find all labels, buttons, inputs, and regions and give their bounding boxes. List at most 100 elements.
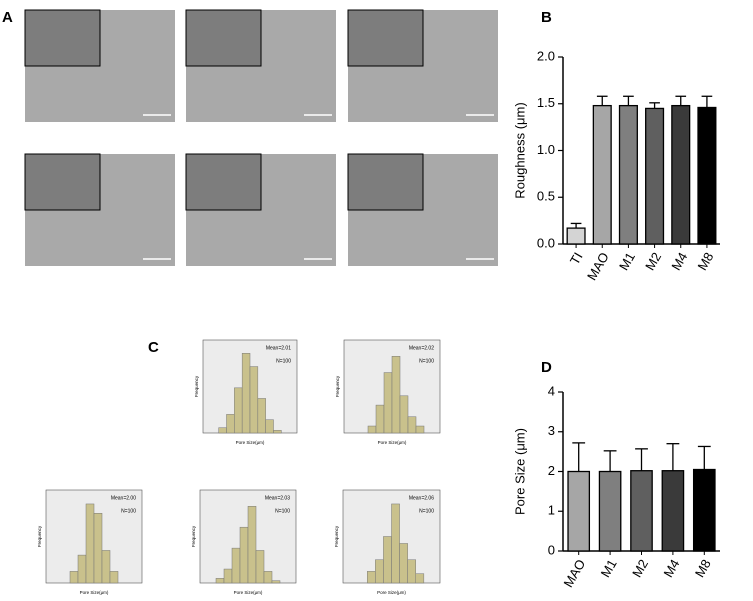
y-axis-label: Roughness (μm) — [512, 102, 527, 198]
histogram-bar — [249, 366, 259, 434]
histogram-bar — [218, 427, 227, 434]
sem-inset — [347, 9, 424, 67]
y-axis-label: Frequency — [194, 375, 199, 397]
x-tick-label: MAO — [560, 557, 588, 590]
bar — [671, 104, 691, 245]
y-tick-label: 1.0 — [537, 142, 555, 157]
panel-label: A — [2, 9, 13, 26]
y-axis-label: Pore Size (μm) — [512, 428, 527, 515]
annotation: N=100 — [276, 358, 291, 364]
y-axis-label: Frequency — [334, 525, 339, 547]
x-tick-label: M4 — [668, 250, 690, 273]
histogram-bar — [215, 578, 225, 584]
histogram-bar — [85, 503, 95, 584]
bar — [592, 104, 612, 245]
annotation: N=100 — [419, 508, 434, 514]
annotation: Mean=2.00 — [111, 495, 136, 501]
x-axis-label: Pore Size(μm) — [377, 590, 406, 595]
y-tick-label: 1.5 — [537, 95, 555, 110]
x-axis-label: Pore Size(μm) — [234, 590, 263, 595]
annotation: Mean=2.03 — [265, 495, 290, 501]
y-tick-label: 2 — [548, 463, 555, 478]
panel-label: C — [148, 339, 159, 356]
x-tick-label: M4 — [660, 557, 682, 580]
histogram-bar — [226, 414, 235, 434]
histogram-bar — [415, 573, 425, 584]
bar — [566, 227, 586, 245]
bar — [645, 107, 665, 245]
panel-label: B — [541, 9, 552, 26]
y-tick-label: 1 — [548, 503, 555, 518]
histogram-bar — [77, 554, 87, 584]
annotation: N=100 — [121, 508, 136, 514]
annotation: Mean=2.06 — [409, 495, 434, 501]
histogram-bar — [255, 550, 265, 584]
y-tick-label: 3 — [548, 423, 555, 438]
histogram-bar — [399, 543, 408, 584]
histogram-bar — [93, 513, 103, 584]
histogram-bar — [223, 568, 233, 584]
x-tick-label: M2 — [642, 250, 664, 273]
bar — [692, 468, 716, 552]
x-tick-label: TI — [567, 250, 586, 268]
x-tick-label: MAO — [584, 250, 612, 283]
bar — [697, 106, 717, 245]
histogram-bar — [241, 353, 251, 434]
histogram-bar — [101, 550, 111, 584]
histogram-bar — [383, 372, 393, 434]
x-tick-label: M1 — [616, 250, 638, 273]
histogram-bar — [375, 559, 384, 584]
histogram-bar — [265, 419, 274, 434]
y-axis-label: Frequency — [191, 525, 196, 547]
sem-inset — [185, 153, 262, 211]
y-axis-label: Frequency — [335, 375, 340, 397]
histogram-bar — [391, 503, 400, 584]
bar — [567, 470, 591, 552]
histogram-bar — [399, 395, 409, 434]
x-axis-label: Pore Size(μm) — [80, 590, 109, 595]
histogram-bar — [109, 571, 119, 584]
histogram-bar — [407, 559, 416, 584]
annotation: Mean=2.01 — [266, 345, 291, 351]
y-tick-label: 4 — [548, 383, 555, 398]
sem-images — [24, 9, 498, 266]
histogram-bar — [367, 571, 376, 584]
x-axis-label: Pore Size(μm) — [236, 440, 265, 445]
bar — [630, 470, 653, 552]
histogram-bar — [234, 387, 243, 434]
y-axis-label: Frequency — [37, 525, 42, 547]
histogram-bar — [271, 580, 281, 584]
y-tick-label: 0 — [548, 542, 555, 557]
y-tick-label: 0.0 — [537, 235, 555, 250]
histogram-bar — [415, 425, 425, 434]
bar — [661, 470, 685, 552]
x-tick-label: M8 — [692, 557, 714, 580]
histogram-bar — [263, 571, 273, 584]
histogram-bar — [367, 425, 377, 434]
histogram-bar — [391, 356, 401, 434]
annotation: Mean=2.02 — [409, 345, 434, 351]
sem-inset — [24, 153, 101, 211]
y-tick-label: 0.5 — [537, 189, 555, 204]
x-axis-label: Pore Size(μm) — [378, 440, 407, 445]
annotation: N=100 — [419, 358, 434, 364]
histogram-bar — [407, 416, 417, 434]
x-tick-label: M2 — [629, 557, 651, 580]
panel-label: D — [541, 359, 552, 376]
y-tick-label: 2.0 — [537, 48, 555, 63]
histogram-bar — [231, 547, 241, 584]
histogram-bar — [69, 571, 79, 584]
bar — [618, 104, 638, 245]
histogram-bar — [383, 536, 392, 584]
histogram-bar — [239, 526, 249, 584]
histogram-bar — [273, 430, 282, 434]
x-tick-label: M8 — [694, 250, 716, 273]
histogram-bar — [247, 506, 257, 584]
sem-inset — [347, 153, 424, 211]
annotation: N=100 — [275, 508, 290, 514]
sem-inset — [185, 9, 262, 67]
bar — [598, 470, 622, 552]
histogram-bar — [257, 398, 266, 434]
x-tick-label: M1 — [598, 557, 620, 580]
